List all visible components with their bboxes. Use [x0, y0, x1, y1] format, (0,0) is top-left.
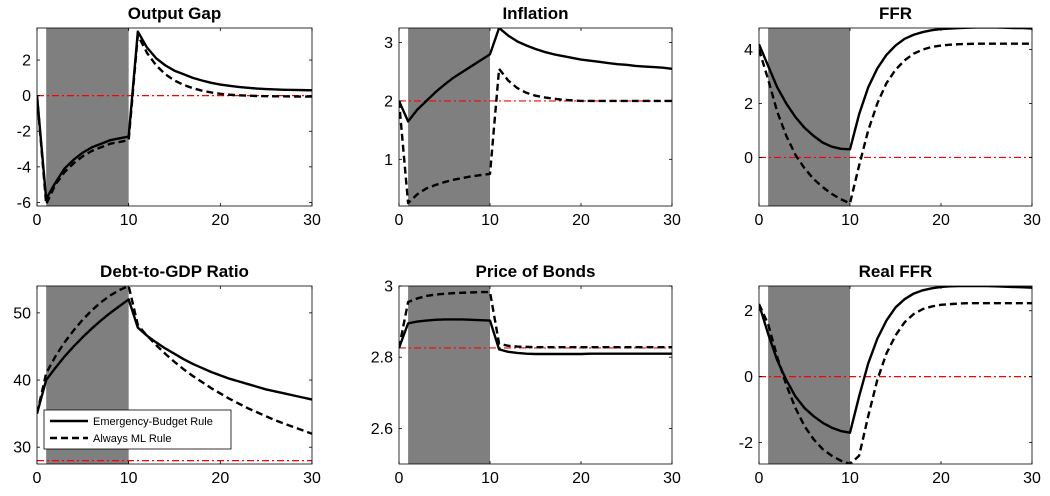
series-line-emergency-budget-rule [37, 30, 312, 201]
x-tick-label: 0 [33, 212, 42, 229]
series-line-always-ml-rule [759, 301, 1032, 464]
series-line-emergency-budget-rule [759, 28, 1032, 151]
y-tick-label: 30 [13, 440, 31, 457]
y-tick-label: 2.6 [371, 421, 393, 438]
panel-title: Inflation [502, 4, 568, 23]
x-tick-label: 10 [841, 212, 859, 229]
x-tick-label: 30 [303, 212, 321, 229]
x-tick-label: 30 [1023, 212, 1041, 229]
x-tick-label: 20 [932, 470, 950, 487]
y-tick-label: 2 [384, 93, 393, 110]
shaded-period [408, 28, 490, 206]
y-tick-label: -6 [17, 195, 31, 212]
y-tick-label: 2.8 [371, 350, 393, 367]
x-tick-label: 20 [572, 470, 590, 487]
series-line-emergency-budget-rule [759, 286, 1032, 434]
x-tick-label: 0 [33, 470, 42, 487]
x-tick-label: 10 [481, 470, 499, 487]
y-tick-label: -2 [739, 435, 753, 452]
series-line-always-ml-rule [759, 42, 1032, 205]
y-tick-label: 0 [22, 88, 31, 105]
panel-ffr: 0 10 20 30 0 2 4 FFR [744, 4, 1041, 229]
series-line-always-ml-rule [399, 67, 672, 205]
x-tick-label: 10 [841, 470, 859, 487]
y-tick-label: 2 [744, 303, 753, 320]
series-line-emergency-budget-rule [399, 28, 672, 123]
panel-title: Debt-to-GDP Ratio [100, 262, 249, 281]
x-tick-label: 20 [572, 212, 590, 229]
series-line-always-ml-rule [399, 290, 672, 349]
y-tick-label: 3 [384, 35, 393, 52]
shaded-period [768, 286, 850, 464]
x-tick-label: 30 [663, 212, 681, 229]
panel-price-of-bonds: 0 10 20 30 2.6 2.8 3 Price of Bonds [371, 262, 681, 487]
y-tick-label: 2 [744, 96, 753, 113]
x-tick-label: 30 [303, 470, 321, 487]
series-line-emergency-budget-rule [399, 318, 672, 356]
x-tick-label: 20 [211, 212, 229, 229]
y-tick-label: 4 [744, 42, 753, 59]
y-tick-label: 2 [22, 53, 31, 70]
x-tick-label: 20 [211, 470, 229, 487]
legend: Emergency-Budget Rule Always ML Rule [43, 409, 232, 450]
panel-title: Real FFR [859, 262, 933, 281]
panel-output-gap: 0 10 20 30 -6 -4 -2 0 2 Output Gap [17, 4, 321, 229]
series-line-always-ml-rule [37, 286, 312, 435]
legend-box [43, 409, 232, 450]
x-tick-label: 30 [663, 470, 681, 487]
axes-box [758, 285, 1033, 465]
y-tick-label: 1 [384, 152, 393, 169]
shaded-period [768, 28, 850, 206]
y-tick-label: 3 [384, 279, 393, 296]
axes-box [758, 27, 1033, 207]
y-tick-label: 40 [13, 373, 31, 390]
x-tick-label: 30 [1023, 470, 1041, 487]
panel-title: FFR [879, 4, 912, 23]
y-tick-label: 0 [744, 150, 753, 167]
y-tick-label: 0 [744, 369, 753, 386]
x-tick-label: 0 [395, 212, 404, 229]
x-tick-label: 10 [481, 212, 499, 229]
x-tick-label: 0 [395, 470, 404, 487]
axes-box [398, 27, 673, 207]
axes-box [36, 285, 313, 465]
shaded-period [408, 286, 490, 464]
series-line-emergency-budget-rule [37, 298, 312, 414]
legend-label-always-ml-rule: Always ML Rule [93, 433, 171, 445]
axes-box [398, 285, 673, 465]
panel-inflation: 0 10 20 30 1 2 3 Inflation [384, 4, 681, 229]
x-tick-label: 10 [120, 212, 138, 229]
y-tick-label: 50 [13, 305, 31, 322]
legend-label-emergency-budget-rule: Emergency-Budget Rule [93, 416, 213, 428]
series-line-always-ml-rule [37, 33, 312, 206]
panel-title: Output Gap [128, 4, 221, 23]
panel-title: Price of Bonds [476, 262, 596, 281]
panel-real-ffr: 0 10 20 30 -2 0 2 Real FFR [739, 262, 1041, 487]
x-tick-label: 0 [755, 212, 764, 229]
axes-box [36, 27, 313, 207]
x-tick-label: 0 [755, 470, 764, 487]
y-tick-label: -4 [17, 159, 31, 176]
x-tick-label: 10 [120, 470, 138, 487]
y-tick-label: -2 [17, 124, 31, 141]
panel-debt-to-gdp-ratio: 0 10 20 30 30 40 50 Debt-to-GDP Ratio Emergency-… [13, 262, 321, 487]
x-tick-label: 20 [932, 212, 950, 229]
